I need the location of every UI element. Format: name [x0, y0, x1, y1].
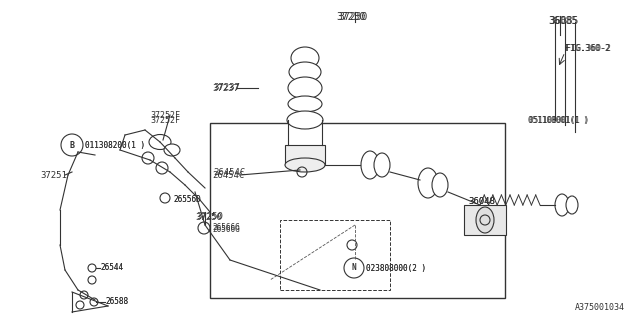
Text: 26454C: 26454C [213, 167, 245, 177]
Text: 26566G: 26566G [212, 223, 240, 233]
Ellipse shape [288, 96, 322, 112]
Ellipse shape [288, 77, 322, 99]
Text: 26588: 26588 [105, 298, 128, 307]
Text: 26544: 26544 [100, 263, 123, 273]
Text: 26588: 26588 [105, 298, 128, 307]
Text: 26566G: 26566G [212, 226, 240, 235]
Text: 26556D: 26556D [173, 196, 201, 204]
Text: 26556D: 26556D [173, 196, 201, 204]
Text: 011308200(1 ): 011308200(1 ) [85, 140, 145, 149]
Ellipse shape [287, 111, 323, 129]
Text: 37252F: 37252F [150, 116, 180, 124]
Text: 37250: 37250 [195, 212, 222, 221]
Text: FIG.360-2: FIG.360-2 [566, 44, 611, 52]
Ellipse shape [149, 134, 171, 149]
Text: 36085: 36085 [549, 16, 579, 26]
Text: 051108001(1 ): 051108001(1 ) [529, 116, 589, 124]
Text: 37230: 37230 [336, 12, 365, 22]
Bar [464, 205, 506, 235]
Text: N: N [352, 263, 356, 273]
Ellipse shape [418, 168, 438, 198]
Text: 051108001(1 ): 051108001(1 ) [528, 116, 588, 124]
Ellipse shape [285, 158, 325, 172]
Text: B: B [70, 140, 74, 149]
Ellipse shape [476, 207, 494, 233]
Bar [285, 145, 325, 165]
Bar [210, 123, 505, 298]
Text: FIG.360-2: FIG.360-2 [565, 44, 610, 52]
Ellipse shape [361, 151, 379, 179]
Text: A375001034: A375001034 [575, 303, 625, 313]
Text: 26454C: 26454C [212, 171, 244, 180]
Ellipse shape [291, 47, 319, 69]
Ellipse shape [164, 144, 180, 156]
Circle shape [344, 258, 364, 278]
Ellipse shape [289, 62, 321, 82]
Circle shape [61, 134, 83, 156]
Text: 023808000(2 ): 023808000(2 ) [366, 263, 426, 273]
Text: 37237: 37237 [213, 83, 240, 92]
Text: 37230: 37230 [338, 12, 367, 22]
Ellipse shape [374, 153, 390, 177]
Ellipse shape [555, 194, 569, 216]
Text: 023808000(2 ): 023808000(2 ) [366, 263, 426, 273]
Ellipse shape [566, 196, 578, 214]
Text: 011308200(1 ): 011308200(1 ) [85, 140, 145, 149]
Text: 37237: 37237 [212, 84, 239, 92]
Text: 37251: 37251 [40, 171, 67, 180]
Text: 36048: 36048 [468, 197, 495, 206]
Text: 26544: 26544 [100, 263, 123, 273]
Text: 36085: 36085 [548, 16, 577, 26]
Text: 37250: 37250 [196, 212, 223, 221]
Ellipse shape [432, 173, 448, 197]
Text: 36048: 36048 [468, 197, 495, 206]
Bar [280, 220, 390, 290]
Text: 37252F: 37252F [150, 110, 180, 119]
